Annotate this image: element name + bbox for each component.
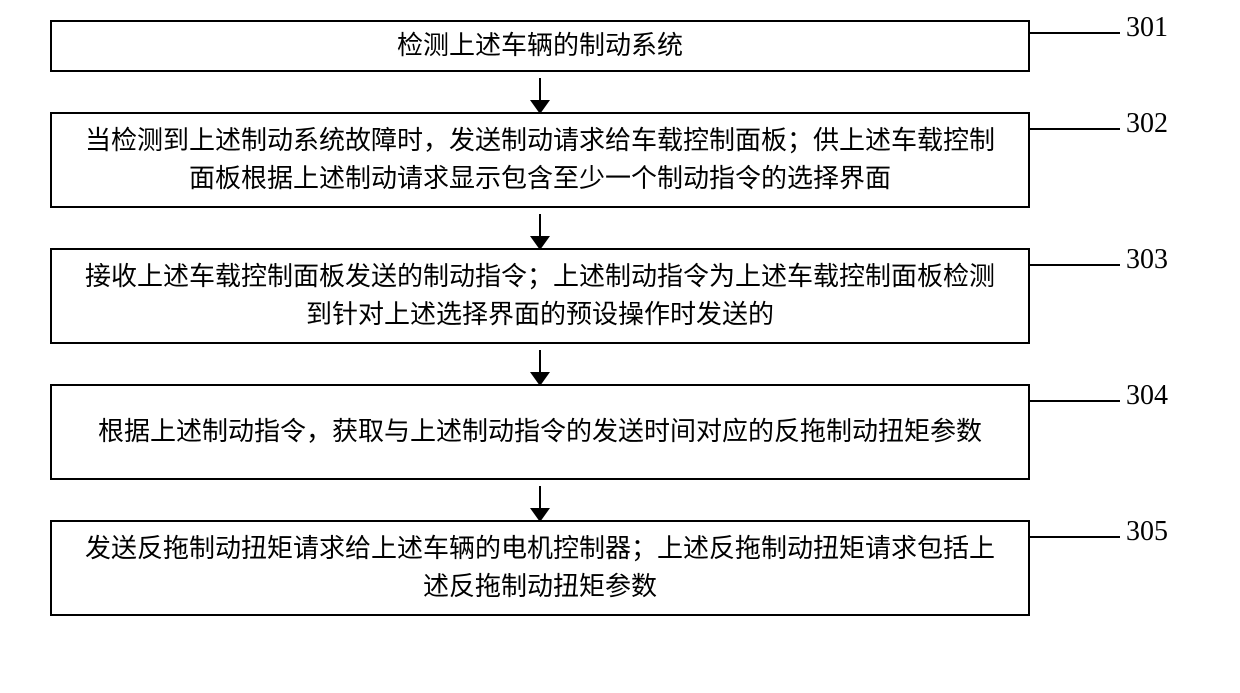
leader-line	[1030, 536, 1120, 538]
step-number: 305	[1126, 518, 1168, 546]
leader-line	[1030, 400, 1120, 402]
flow-node: 根据上述制动指令，获取与上述制动指令的发送时间对应的反拖制动扭矩参数 304	[50, 384, 1190, 480]
flow-node: 接收上述车载控制面板发送的制动指令；上述制动指令为上述车载控制面板检测到针对上述…	[50, 248, 1190, 344]
flowchart-canvas: 检测上述车辆的制动系统 301 当检测到上述制动系统故障时，发送制动请求给车载控…	[50, 20, 1190, 616]
leader-line	[1030, 128, 1120, 130]
flow-node: 发送反拖制动扭矩请求给上述车辆的电机控制器；上述反拖制动扭矩请求包括上述反拖制动…	[50, 520, 1190, 616]
step-number: 304	[1126, 382, 1168, 410]
flow-node-text: 根据上述制动指令，获取与上述制动指令的发送时间对应的反拖制动扭矩参数	[98, 413, 982, 451]
flow-node: 当检测到上述制动系统故障时，发送制动请求给车载控制面板；供上述车载控制面板根据上…	[50, 112, 1190, 208]
flow-node-text: 当检测到上述制动系统故障时，发送制动请求给车载控制面板；供上述车载控制面板根据上…	[76, 122, 1004, 197]
flow-node-box: 发送反拖制动扭矩请求给上述车辆的电机控制器；上述反拖制动扭矩请求包括上述反拖制动…	[50, 520, 1030, 616]
step-number: 303	[1126, 246, 1168, 274]
leader-line	[1030, 32, 1120, 34]
flow-node-text: 发送反拖制动扭矩请求给上述车辆的电机控制器；上述反拖制动扭矩请求包括上述反拖制动…	[76, 530, 1004, 605]
flow-node-box: 接收上述车载控制面板发送的制动指令；上述制动指令为上述车载控制面板检测到针对上述…	[50, 248, 1030, 344]
flow-arrow	[50, 72, 1030, 112]
flow-arrow	[50, 480, 1030, 520]
step-number: 301	[1126, 14, 1168, 42]
flow-node-box: 检测上述车辆的制动系统	[50, 20, 1030, 72]
flow-node-text: 接收上述车载控制面板发送的制动指令；上述制动指令为上述车载控制面板检测到针对上述…	[76, 258, 1004, 333]
flow-node: 检测上述车辆的制动系统 301	[50, 20, 1190, 72]
flow-arrow	[50, 344, 1030, 384]
leader-line	[1030, 264, 1120, 266]
flow-node-text: 检测上述车辆的制动系统	[397, 27, 683, 65]
flow-arrow	[50, 208, 1030, 248]
flow-node-box: 当检测到上述制动系统故障时，发送制动请求给车载控制面板；供上述车载控制面板根据上…	[50, 112, 1030, 208]
step-number: 302	[1126, 110, 1168, 138]
flow-node-box: 根据上述制动指令，获取与上述制动指令的发送时间对应的反拖制动扭矩参数	[50, 384, 1030, 480]
